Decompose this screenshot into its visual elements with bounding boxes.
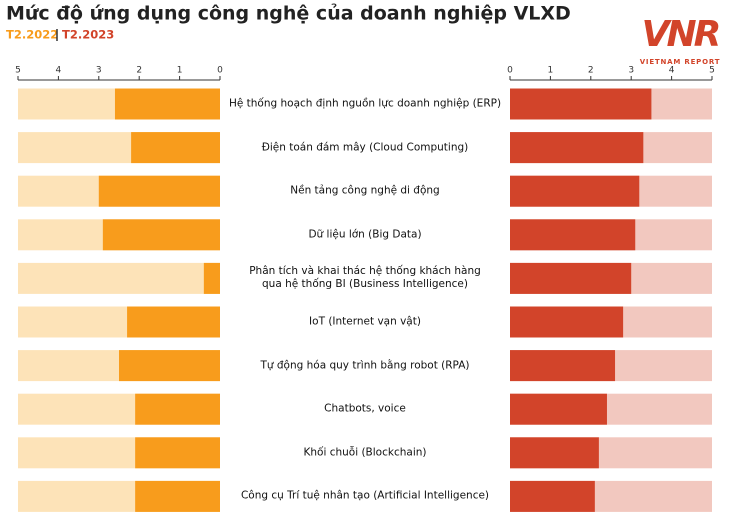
category-label: Công cụ Trí tuệ nhân tạo (Artificial Int… [240,489,490,502]
bar [119,350,220,382]
bar [135,393,220,425]
bar [102,219,220,251]
category-label: Dữ liệu lớn (Big Data) [308,228,422,241]
bar [510,132,644,164]
logo-mark: VNR [642,14,719,55]
bar [510,262,632,294]
bar [510,219,636,251]
logo-text: VIETNAM REPORT [640,58,721,66]
category-label: IoT (Internet vạn vật) [309,315,421,328]
category-label: Nền tảng công nghệ di động [290,184,440,197]
bar [98,175,220,207]
bar-background [18,262,220,294]
x-tick-label: 2 [136,66,142,76]
x-tick-label: 3 [96,66,102,76]
x-tick-label: 4 [56,66,62,76]
x-tick-label: 3 [628,66,634,76]
bar [135,437,220,469]
bar [114,88,220,120]
bar [510,480,595,512]
category-label: Điện toán đám mây (Cloud Computing) [261,141,469,154]
category-label: Khối chuỗi (Blockchain) [303,446,427,459]
bar [510,350,616,382]
legend-right: T2.2023 [62,28,114,42]
x-tick-label: 0 [507,66,513,76]
bar [510,393,607,425]
bar [127,306,220,338]
x-tick-label: 4 [669,66,675,76]
x-tick-label: 5 [709,66,715,76]
x-tick-label: 5 [15,66,21,76]
category-label: Chatbots, voice [324,402,406,415]
x-tick-label: 1 [548,66,554,76]
chart-title: Mức độ ứng dụng công nghệ của doanh nghi… [6,3,571,25]
x-tick-label: 0 [217,66,223,76]
category-label: Phân tích và khai thác hệ thống khách hà… [249,265,481,291]
bar [510,88,652,120]
bar [510,306,624,338]
category-label: Tự động hóa quy trình bằng robot (RPA) [260,359,470,372]
x-tick-label: 1 [177,66,183,76]
bar [510,437,599,469]
bar [510,175,640,207]
category-label: Hệ thống hoạch định nguồn lực doanh nghi… [228,97,502,110]
bar [131,132,220,164]
bar [135,480,220,512]
bar [203,262,220,294]
x-tick-label: 2 [588,66,594,76]
legend-left: T2.2022 [6,28,58,42]
